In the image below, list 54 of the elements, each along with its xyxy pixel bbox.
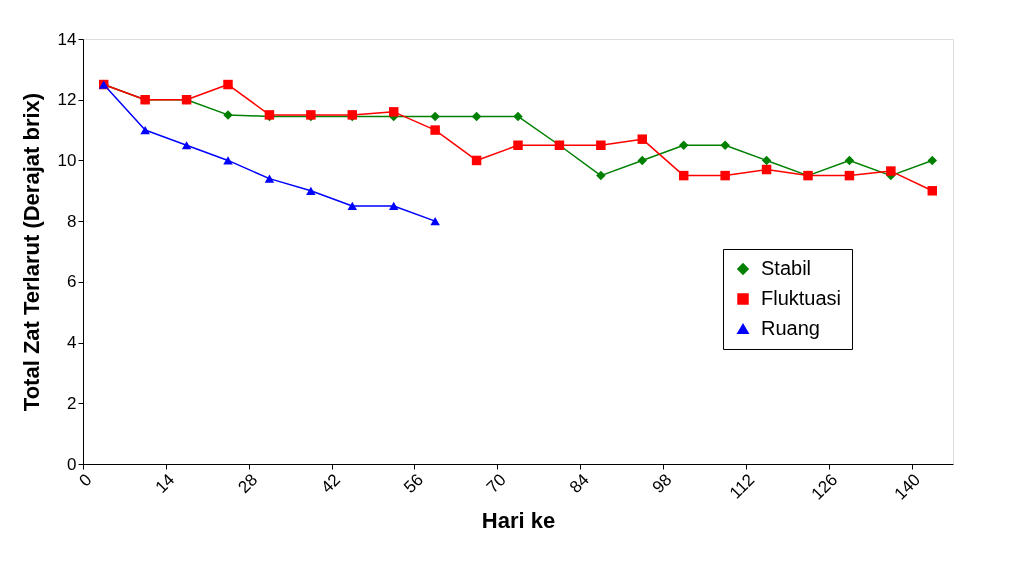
point [430,217,440,226]
point [223,156,233,165]
x-tick-label: 84 [565,470,593,497]
x-tick-label: 56 [400,470,427,497]
y-tick-label: 0 [67,454,77,474]
y-tick-label: 12 [57,90,77,110]
legend-label: Fluktuasi [761,287,842,309]
point [927,155,938,166]
point [140,125,150,135]
point [223,79,233,90]
legend-label: Stabil [761,257,812,279]
point [306,186,316,195]
point [388,107,399,117]
point [264,174,275,183]
x-tick-label: 126 [807,470,842,504]
point [844,170,855,181]
point [678,140,689,150]
point [720,140,730,150]
y-tick-label: 4 [67,333,77,353]
point [471,155,482,166]
x-tick-label: 42 [317,470,345,497]
x-tick-label: 140 [890,470,925,504]
point [596,140,606,150]
point [347,201,358,211]
y-tick-label: 2 [67,393,77,413]
point [678,170,689,181]
point [181,141,192,150]
y-tick-label: 6 [67,272,77,292]
y-axis-title: Total Zat Terlarut (Derajat brix) [18,92,44,412]
x-tick-label: 112 [725,470,759,503]
point [927,186,938,196]
point [761,155,772,166]
point [430,125,440,135]
x-axis-title: Hari ke [481,507,556,533]
point [761,164,772,175]
x-tick-label: 14 [151,470,179,497]
point [596,170,606,181]
point [637,134,648,144]
y-tick-label: 14 [57,29,77,49]
point [886,166,896,176]
point [388,201,399,211]
x-tick-label: 98 [648,470,676,497]
point [430,111,440,122]
point [513,111,523,122]
point [513,140,523,150]
legend-label: Ruang [761,317,820,339]
x-tick-label: 70 [482,470,510,497]
point [720,170,730,181]
x-tick-label: 28 [234,470,262,497]
y-tick-label: 10 [57,150,77,170]
point [844,155,855,166]
point [637,155,648,166]
y-tick-label: 8 [67,211,77,231]
point [471,111,482,122]
